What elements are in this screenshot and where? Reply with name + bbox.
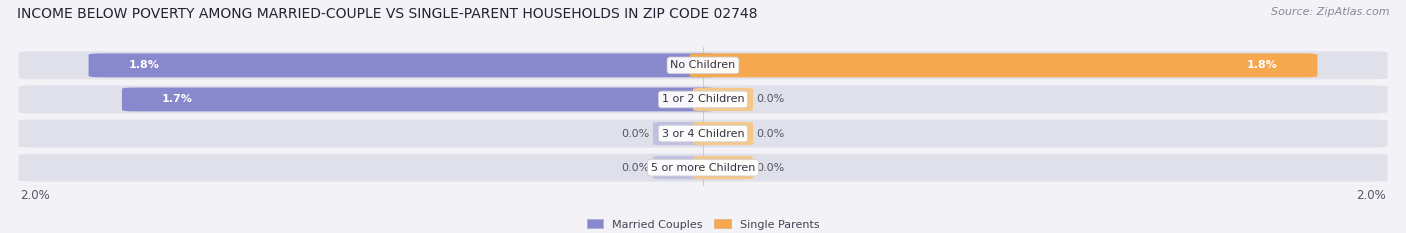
- Text: 1.8%: 1.8%: [129, 60, 159, 70]
- Text: 5 or more Children: 5 or more Children: [651, 163, 755, 173]
- FancyBboxPatch shape: [693, 156, 754, 179]
- Text: 1 or 2 Children: 1 or 2 Children: [662, 94, 744, 104]
- Text: Source: ZipAtlas.com: Source: ZipAtlas.com: [1271, 7, 1389, 17]
- Text: 1.8%: 1.8%: [1247, 60, 1277, 70]
- Text: 0.0%: 0.0%: [756, 94, 785, 104]
- Text: 1.7%: 1.7%: [162, 94, 193, 104]
- Legend: Married Couples, Single Parents: Married Couples, Single Parents: [582, 215, 824, 233]
- Text: 0.0%: 0.0%: [756, 129, 785, 139]
- FancyBboxPatch shape: [18, 86, 1388, 113]
- FancyBboxPatch shape: [89, 53, 716, 77]
- FancyBboxPatch shape: [652, 122, 713, 145]
- FancyBboxPatch shape: [652, 156, 713, 179]
- Text: 0.0%: 0.0%: [621, 129, 650, 139]
- Text: INCOME BELOW POVERTY AMONG MARRIED-COUPLE VS SINGLE-PARENT HOUSEHOLDS IN ZIP COD: INCOME BELOW POVERTY AMONG MARRIED-COUPL…: [17, 7, 758, 21]
- FancyBboxPatch shape: [689, 53, 1317, 77]
- FancyBboxPatch shape: [18, 120, 1388, 147]
- FancyBboxPatch shape: [693, 88, 754, 111]
- FancyBboxPatch shape: [122, 88, 716, 111]
- FancyBboxPatch shape: [18, 51, 1388, 79]
- FancyBboxPatch shape: [18, 154, 1388, 182]
- Text: 0.0%: 0.0%: [621, 163, 650, 173]
- Text: 3 or 4 Children: 3 or 4 Children: [662, 129, 744, 139]
- Text: 0.0%: 0.0%: [756, 163, 785, 173]
- Text: No Children: No Children: [671, 60, 735, 70]
- FancyBboxPatch shape: [693, 122, 754, 145]
